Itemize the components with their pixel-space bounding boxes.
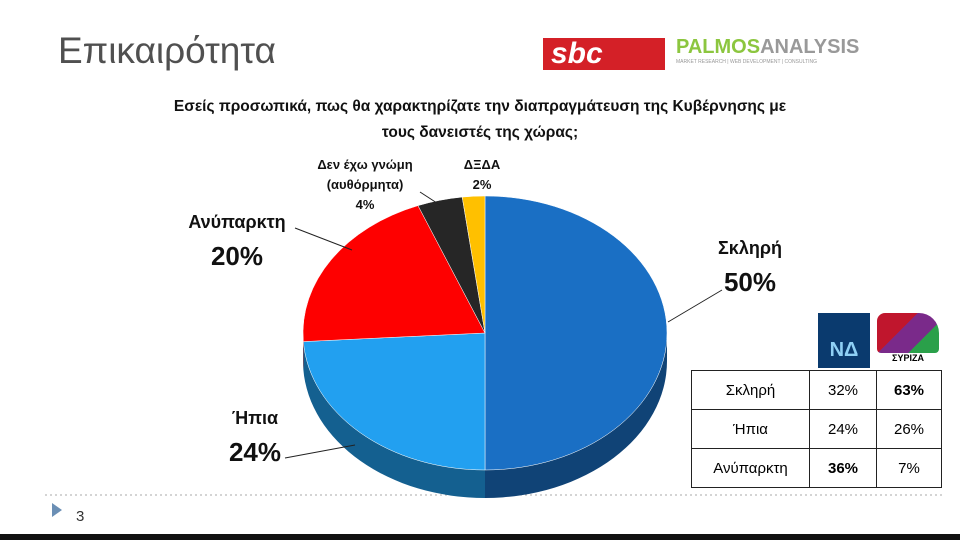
slice-label: ΔΞΔΑ 2%: [452, 155, 512, 195]
slice-label: Δεν έχω γνώμη (αυθόρμητα) 4%: [300, 155, 430, 215]
palmos-logo: PALMOSANALYSIS MARKET RESEARCH | WEB DEV…: [676, 36, 859, 65]
page-number: 3: [76, 508, 84, 525]
nd-logo-text: ΝΔ: [829, 339, 859, 361]
syriza-logo-text: ΣΥΡΙΖΑ: [892, 353, 924, 363]
palmos-tagline: MARKET RESEARCH | WEB DEVELOPMENT | CONS…: [676, 59, 817, 65]
leader-line: [284, 444, 356, 459]
table-cell: 26%: [876, 409, 942, 449]
table-cell: 24%: [809, 409, 877, 449]
table-cell: Ήπια: [691, 409, 810, 449]
table-cell: Ανύπαρκτη: [691, 448, 810, 488]
sbc-logo: sbc: [543, 38, 665, 70]
table-cell: Σκληρή: [691, 370, 810, 410]
table-cell: 7%: [876, 448, 942, 488]
syriza-logo: ΣΥΡΙΖΑ: [877, 313, 939, 368]
leader-line: [294, 227, 353, 251]
leader-line: [667, 289, 723, 323]
slice-label: Ανύπαρκτη 20%: [188, 212, 285, 272]
pie-slice: [303, 332, 486, 471]
leader-line: [419, 191, 441, 206]
nd-logo: ΝΔ: [818, 313, 870, 368]
table-cell: 32%: [809, 370, 877, 410]
table-row: Ανύπαρκτη 36% 7%: [691, 448, 942, 488]
bullet-arrow: [52, 503, 62, 517]
slice-value: 50%: [723, 267, 777, 297]
slice-value: 2%: [472, 177, 492, 192]
slice-value: 20%: [210, 241, 264, 271]
slice-value: 24%: [228, 437, 282, 467]
slice-label: Ήπια 24%: [229, 408, 281, 468]
table-row: Ήπια 24% 26%: [691, 409, 942, 449]
table-cell: 36%: [809, 448, 877, 488]
table-cell: 63%: [876, 370, 942, 410]
slice-label: Σκληρή 50%: [718, 238, 782, 298]
sbc-logo-text: sbc: [551, 37, 603, 70]
slice-side: [303, 341, 485, 498]
analysis-text: ANALYSIS: [760, 36, 860, 58]
slice-name: Ανύπαρκτη: [188, 212, 286, 232]
chart-title: Εσείς προσωπικά, πως θα χαρακτηρίζατε τη…: [173, 98, 787, 141]
slice-name: Ήπια: [231, 408, 279, 428]
palmos-text: PALMOS: [676, 36, 761, 58]
pie-slice: [461, 195, 486, 334]
slide-title: Επικαιρότητα: [58, 30, 276, 71]
bottom-bar: [0, 534, 960, 540]
table-row: Σκληρή 32% 63%: [691, 370, 942, 410]
pie-slice: [302, 205, 486, 342]
slice-name: Σκληρή: [718, 238, 782, 258]
comparison-table: Σκληρή 32% 63% Ήπια 24% 26% Ανύπαρκτη 36% 7%: [691, 370, 942, 488]
slice-name: Δεν έχω γνώμη (αυθόρμητα): [317, 157, 413, 192]
slice-name: ΔΞΔΑ: [463, 157, 501, 172]
pie-group: [302, 195, 668, 498]
pie-slice: [484, 195, 668, 471]
slice-value: 4%: [355, 197, 375, 212]
